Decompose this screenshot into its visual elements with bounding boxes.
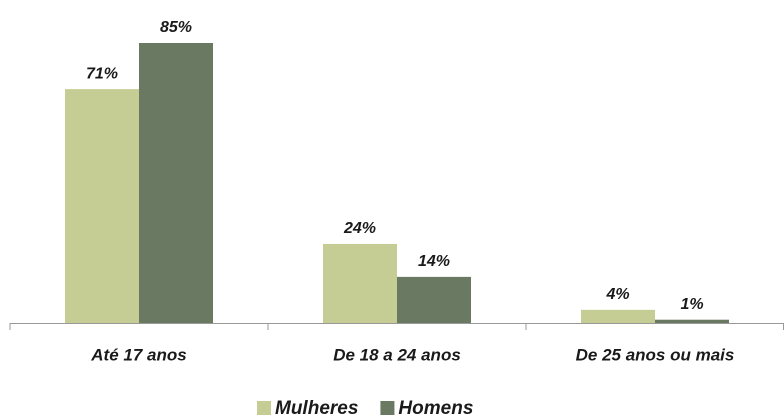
bar xyxy=(65,89,139,323)
data-label: 71% xyxy=(86,65,118,82)
bar xyxy=(139,43,213,323)
data-label: 1% xyxy=(680,296,703,313)
x-tick-label: Até 17 anos xyxy=(90,345,186,364)
legend-swatch xyxy=(380,401,395,415)
legend-label: Mulheres xyxy=(275,398,358,419)
bar xyxy=(581,309,655,323)
legend-label: Homens xyxy=(398,398,473,419)
x-tick-label: De 25 anos ou mais xyxy=(576,345,735,364)
bar xyxy=(397,276,471,323)
data-label: 24% xyxy=(343,220,376,237)
x-tick-label: De 18 a 24 anos xyxy=(333,345,461,364)
data-label: 4% xyxy=(605,286,629,303)
legend-swatch xyxy=(257,401,271,415)
data-label: 14% xyxy=(418,253,450,270)
data-label: 85% xyxy=(160,19,192,36)
bar xyxy=(655,319,729,323)
bar xyxy=(323,243,397,323)
